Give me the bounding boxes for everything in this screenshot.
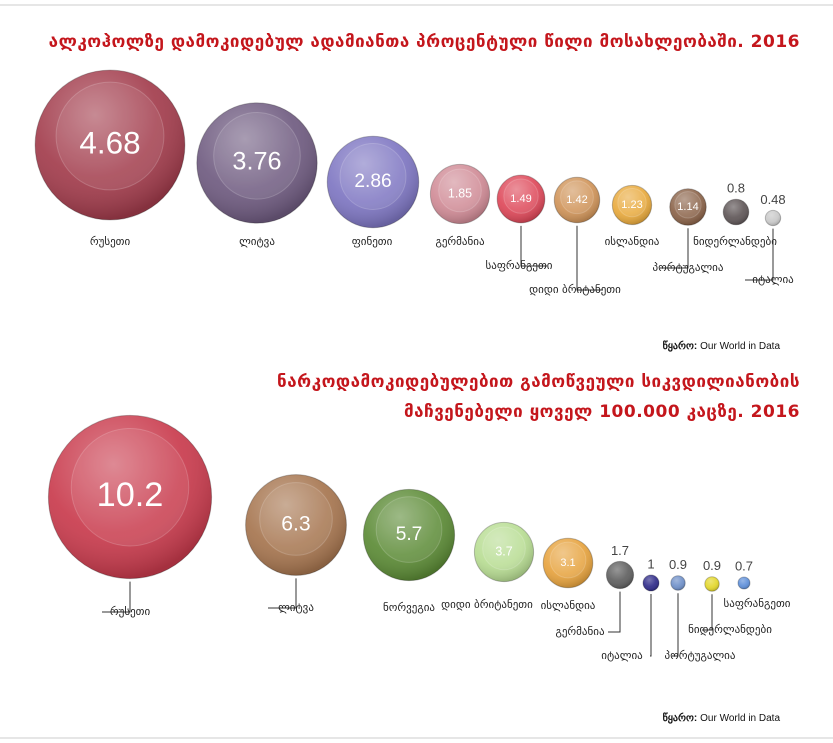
bubble-gloss	[643, 575, 659, 591]
category-label: ლიტვა	[278, 601, 314, 614]
chart-title: ალკოჰოლზე დამოკიდებულ ადამიანთა პროცენტუ…	[49, 32, 800, 52]
bubble-gloss	[765, 210, 781, 226]
bubble-gloss	[327, 136, 419, 228]
value-label: 0.7	[735, 558, 753, 573]
bubble-ring	[617, 187, 647, 218]
bubble-ring	[438, 168, 482, 213]
bubble-ring	[482, 526, 526, 571]
source-label: წყარო:	[663, 712, 698, 724]
bubble-ring	[674, 191, 702, 219]
value-label: 1.42	[566, 194, 587, 206]
bubble-gloss	[497, 175, 545, 223]
category-label: იტალია	[601, 649, 643, 662]
bubble-gloss	[543, 538, 593, 588]
category-label: იტალია	[752, 273, 794, 286]
bubble-ring	[375, 496, 443, 563]
source: წყარო: Our World in Data	[663, 712, 781, 724]
value-label: 1.49	[510, 193, 531, 205]
value-label: 5.7	[396, 524, 423, 545]
bubble-gloss	[606, 561, 634, 589]
leader-line	[268, 578, 297, 609]
value-label: 3.1	[560, 557, 575, 569]
value-label: 1.23	[621, 199, 642, 211]
chart: ალკოჰოლზე დამოკიდებულ ადამიანთა პროცენტუ…	[34, 32, 800, 352]
leader-line	[660, 228, 689, 269]
source: წყარო: Our World in Data	[663, 340, 781, 352]
leader-line	[576, 225, 603, 291]
value-label: 0.8	[727, 181, 745, 196]
bubble-gloss	[48, 415, 212, 579]
category-label: ლიტვა	[239, 235, 275, 248]
value-label: 1.14	[677, 201, 698, 213]
bubble-gloss	[670, 575, 686, 591]
value-label: 1.85	[448, 186, 472, 200]
category-label: გერმანია	[555, 625, 605, 638]
value-label: 10.2	[97, 476, 164, 514]
value-label: 2.86	[354, 171, 391, 192]
category-label: ნიდერლანდები	[693, 235, 777, 248]
bubble-ring	[213, 111, 301, 200]
value-label: 3.76	[232, 148, 281, 176]
bubble-ring	[339, 143, 407, 210]
bubble-gloss	[669, 188, 707, 226]
category-label: ფინეთი	[352, 235, 393, 248]
leader-line	[702, 594, 713, 631]
category-label: დიდი ბრიტანეთი	[441, 598, 533, 611]
leader-line	[608, 591, 621, 633]
chart: ნარკოდამოკიდებულებით გამოწვეული სიკვდილი…	[47, 372, 800, 724]
bubble-gloss	[196, 102, 318, 224]
chart-title: მაჩვენებელი ყოველ 100.000 კაცზე. 2016	[404, 402, 800, 422]
bubble-gloss	[612, 185, 652, 225]
bubble-gloss	[245, 474, 347, 576]
leader-line	[745, 228, 774, 281]
bubble-gloss	[35, 70, 185, 220]
source-name: Our World in Data	[700, 713, 780, 724]
leader-line	[672, 593, 679, 657]
value-label: 0.9	[703, 558, 721, 573]
bubble-gloss	[554, 177, 600, 223]
category-label: ნიდერლანდები	[688, 623, 772, 636]
value-label: 6.3	[281, 513, 310, 536]
leader-line	[650, 594, 652, 657]
value-label: 3.7	[495, 544, 512, 558]
chart-title: ნარკოდამოკიდებულებით გამოწვეული სიკვდილი…	[277, 372, 800, 392]
source-label: წყარო:	[663, 340, 698, 352]
category-label: გერმანია	[435, 235, 485, 248]
bubble-ring	[549, 541, 587, 579]
value-label: 1	[647, 556, 654, 571]
bubble-gloss	[430, 164, 490, 224]
source-name: Our World in Data	[700, 341, 780, 352]
category-label: საფრანგეთი	[486, 259, 553, 272]
value-label: 1.7	[611, 543, 629, 558]
bubble-gloss	[704, 576, 720, 592]
category-label: დიდი ბრიტანეთი	[529, 283, 621, 296]
value-label: 0.9	[669, 557, 687, 572]
category-label: ისლანდია	[605, 235, 660, 248]
category-label: ნორვეგია	[383, 601, 435, 614]
category-label: რუსეთი	[90, 235, 131, 248]
bubble-gloss	[738, 577, 750, 589]
bubble-gloss	[723, 199, 749, 225]
bubble-ring	[55, 81, 165, 191]
category-label: ისლანდია	[541, 599, 596, 612]
value-label: 0.48	[760, 192, 785, 207]
leader-line	[520, 225, 547, 267]
bubble-gloss	[474, 522, 534, 582]
value-label: 4.68	[79, 125, 140, 160]
category-label: საფრანგეთი	[724, 597, 791, 610]
bubble-ring	[259, 482, 333, 556]
category-label: პორტუგალია	[665, 649, 736, 662]
category-label: პორტუგალია	[653, 261, 724, 274]
category-label: რუსეთი	[110, 605, 151, 618]
bubble-ring	[560, 180, 594, 215]
bubble-ring	[503, 178, 539, 214]
leader-line	[102, 581, 131, 613]
bubble-gloss	[363, 489, 455, 581]
bubble-ring	[70, 427, 190, 547]
